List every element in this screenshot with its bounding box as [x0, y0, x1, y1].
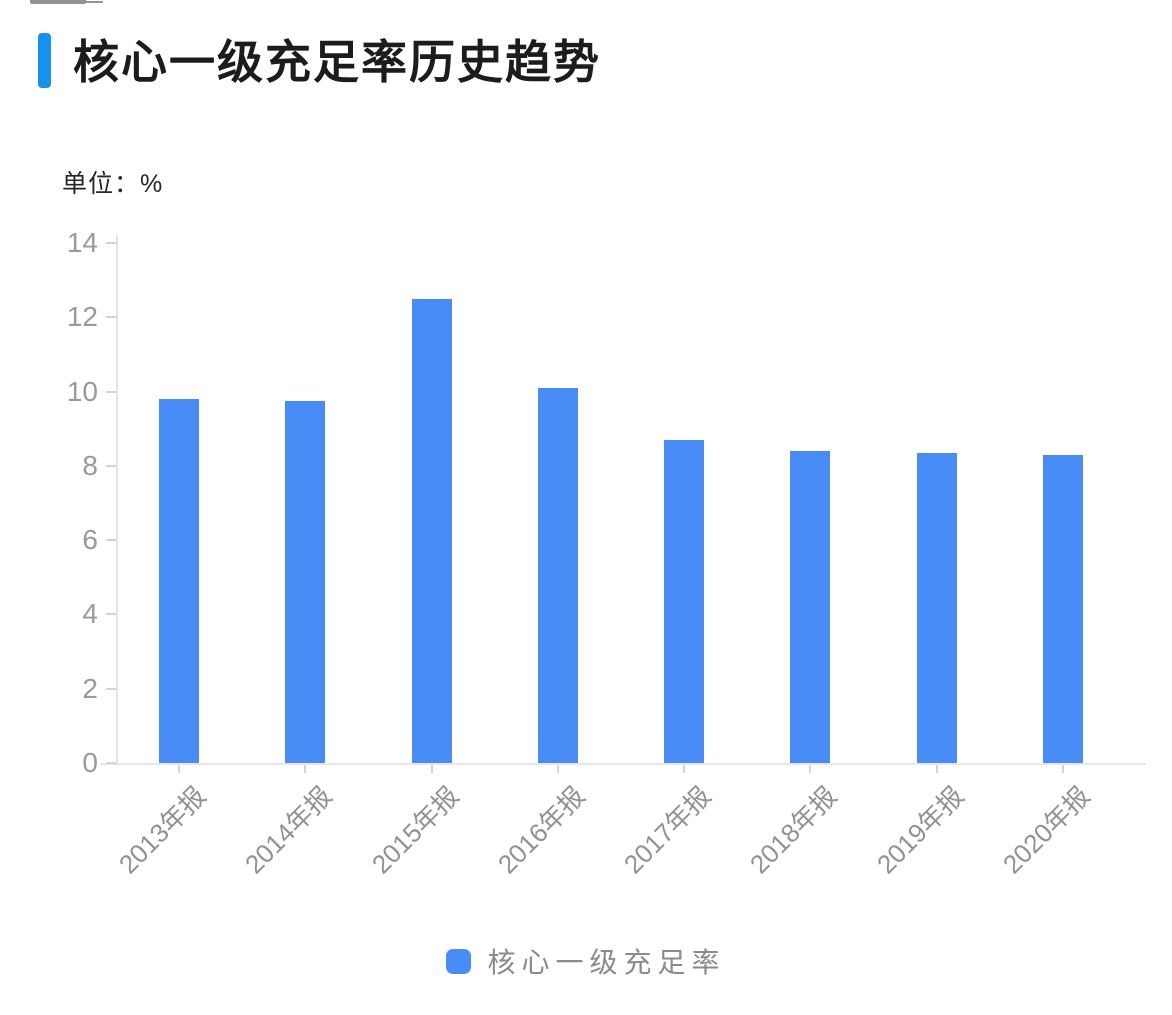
legend-item-core-tier1-ratio[interactable]: 核心一级充足率: [0, 941, 1172, 981]
x-axis-tick: [935, 765, 938, 773]
y-axis-tick: [106, 390, 116, 393]
y-axis-label: 4: [82, 598, 98, 630]
y-axis-label: 10: [66, 375, 98, 407]
x-axis-tick: [430, 765, 433, 773]
x-axis-label: 2014年报: [239, 780, 339, 880]
unit-label: 单位：%: [62, 170, 164, 198]
y-axis-tick: [106, 464, 116, 467]
bar-2017年报[interactable]: [664, 439, 705, 763]
page-title: 核心一级充足率历史趋势: [73, 36, 601, 88]
legend-label: 核心一级充足率: [487, 947, 726, 978]
bar-2013年报[interactable]: [159, 399, 200, 763]
x-axis-label: 2013年报: [112, 780, 212, 880]
bar-2018年报[interactable]: [790, 451, 831, 763]
x-axis-tick: [683, 765, 686, 773]
legend-swatch: [446, 948, 472, 974]
y-axis-label: 0: [82, 747, 98, 778]
x-axis-label: 2016年报: [491, 780, 591, 880]
chart-header: 核心一级充足率历史趋势: [0, 0, 1172, 120]
title-accent-bar: [38, 33, 51, 88]
y-axis-label: 2: [82, 672, 98, 704]
y-axis-tick: [106, 762, 116, 764]
x-axis-tick: [1061, 765, 1064, 773]
x-axis-tick: [556, 765, 559, 773]
y-axis-tick: [106, 687, 116, 690]
bar-2020年报[interactable]: [1042, 454, 1083, 763]
y-axis-label: 14: [66, 227, 98, 258]
y-axis-line: [116, 235, 118, 765]
x-axis-label: 2015年报: [365, 780, 465, 880]
y-axis-label: 8: [82, 449, 98, 481]
bar-2015年报[interactable]: [411, 298, 452, 763]
x-axis-label: 2017年报: [617, 780, 717, 880]
y-axis-label: 6: [82, 524, 98, 556]
y-axis-tick: [106, 242, 116, 244]
y-axis-label: 12: [66, 301, 98, 333]
bar-2016年报[interactable]: [537, 387, 578, 763]
cropped-content-artifact: [30, 0, 86, 4]
y-axis-tick: [106, 539, 116, 542]
y-axis-tick: [106, 613, 116, 616]
bar-chart-plot-area: 0 2 4 6 8 10 12 14 2013年报 2014年报 2015年报 2016年报 2017年…: [67, 228, 1146, 879]
x-axis-label: 2019年报: [870, 780, 970, 880]
x-axis-line: [100, 763, 1146, 765]
bar-2014年报[interactable]: [285, 400, 326, 763]
x-axis-tick: [809, 765, 812, 773]
x-axis-tick: [178, 765, 181, 773]
x-axis-tick: [304, 765, 307, 773]
bar-2019年报[interactable]: [916, 452, 957, 763]
x-axis-label: 2020年报: [996, 780, 1096, 880]
x-axis-label: 2018年报: [744, 780, 844, 880]
y-axis-tick: [106, 316, 116, 319]
